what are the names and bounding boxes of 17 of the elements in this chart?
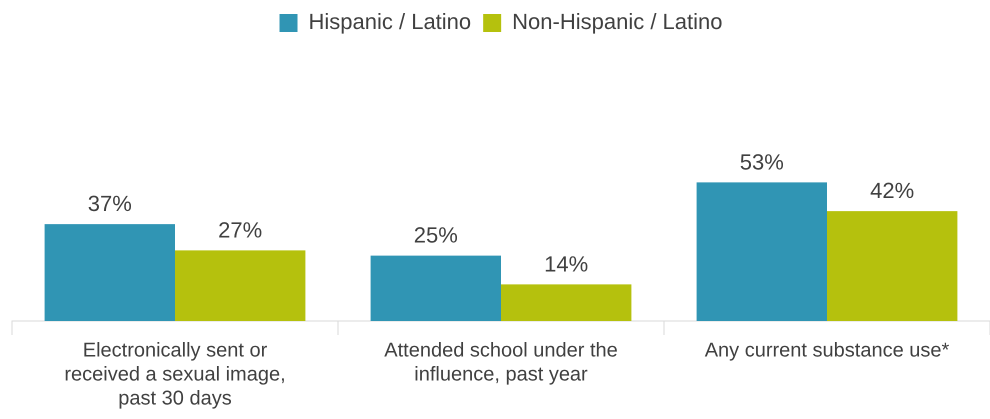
data-label: 25% — [414, 222, 458, 248]
bar — [501, 284, 632, 321]
bar — [44, 224, 175, 321]
legend-label: Hispanic / Latino — [308, 9, 472, 34]
bar — [827, 211, 958, 321]
data-label: 27% — [218, 217, 262, 242]
data-label: 14% — [544, 251, 588, 276]
bar — [696, 182, 827, 321]
bar — [175, 250, 306, 321]
legend-label: Non-Hispanic / Latino — [512, 9, 722, 34]
x-tick-label: Electronically sent or received a sexual image, past 30 days — [64, 340, 286, 410]
x-tick-label: Any current substance use* — [704, 340, 950, 362]
bar — [370, 256, 501, 321]
data-label: 42% — [870, 178, 914, 204]
data-label: 53% — [740, 149, 784, 174]
data-label: 37% — [88, 191, 132, 216]
x-tick-label: Attended school under the influence, past year — [384, 340, 618, 386]
